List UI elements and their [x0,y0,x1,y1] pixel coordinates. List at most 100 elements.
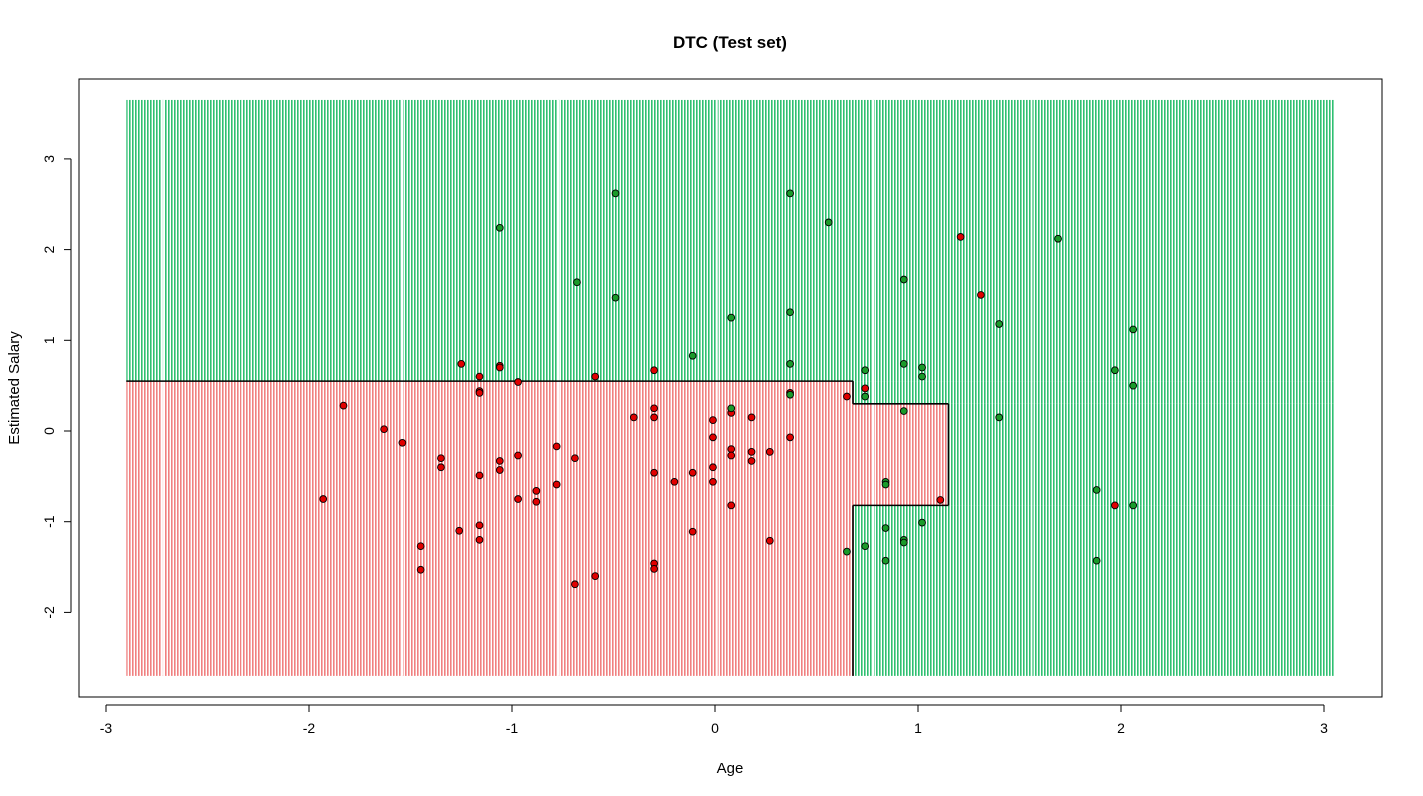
point-class-1-36 [1092,556,1101,565]
point-class-0-36 [650,413,658,422]
point-class-0-57 [861,384,870,393]
point-class-0-23 [514,495,522,503]
point-class-1-28 [995,320,1004,328]
point-class-0-51 [727,501,736,510]
point-class-0-18 [552,442,561,451]
point-class-1-8 [688,351,697,360]
chart-title: DTC (Test set) [673,33,787,52]
point-class-0-17 [514,451,522,460]
point-class-0-48 [670,477,679,486]
region-class-1-2 [126,99,1335,382]
point-class-0-16 [475,471,484,480]
point-class-0-49 [709,463,717,472]
point-class-0-40 [727,451,736,460]
point-class-0-56 [843,392,851,401]
point-class-0-3 [475,372,484,381]
point-class-1-26 [843,547,851,556]
point-class-0-21 [532,487,541,495]
point-class-1-15 [918,363,926,372]
y-tick-label-1: -1 [41,515,57,528]
axes: -3 -2 -1 0 1 2 3 -2 -1 0 1 2 3 [41,155,1328,736]
point-class-0-6 [475,389,484,397]
y-tick-label-4: 2 [41,245,57,253]
point-class-1-34 [1092,486,1101,494]
x-tick-label-1: -2 [303,720,316,736]
plot-frame [78,78,1383,698]
point-class-0-35 [650,404,658,413]
point-class-0-12 [437,454,445,463]
data-points [319,189,1138,589]
y-axis-label: Estimated Salary [6,331,23,445]
point-class-0-47 [688,468,697,477]
decision-region-layer [126,99,1335,676]
region-class-1-5 [853,505,1335,676]
point-class-1-21 [881,524,890,532]
point-class-1-22 [918,518,926,527]
point-class-0-54 [786,433,794,442]
point-class-1-5 [611,293,620,302]
point-class-0-30 [571,580,579,589]
point-class-0-25 [455,526,464,535]
point-class-0-61 [1111,501,1119,510]
point-class-0-58 [936,496,945,504]
point-class-0-29 [416,565,425,574]
point-class-1-4 [573,278,581,287]
x-tick-label-3: 0 [711,720,719,736]
point-class-0-34 [629,413,638,422]
point-class-1-3 [824,218,833,227]
point-class-1-24 [899,538,908,547]
point-class-1-31 [1111,366,1119,375]
x-tick-label-0: -3 [100,720,113,736]
point-class-0-52 [688,527,697,536]
point-class-1-10 [786,390,794,399]
region-class-0-1 [853,403,949,506]
y-tick-label-0: -2 [41,606,57,619]
point-class-1-32 [1129,325,1138,334]
y-tick-label-2: 0 [41,427,57,435]
point-class-1-0 [495,223,504,232]
point-class-0-37 [709,416,717,424]
point-class-0-2 [457,360,466,368]
point-class-1-27 [881,556,890,565]
point-class-1-20 [881,480,890,489]
point-class-0-19 [571,454,579,463]
x-axis-label: Age [717,760,744,777]
region-class-1-4 [948,403,1335,506]
point-class-0-1 [495,363,504,372]
point-class-1-13 [861,392,870,401]
point-class-0-43 [765,448,774,456]
point-class-1-7 [786,308,794,317]
point-class-0-9 [339,401,348,410]
point-class-1-30 [1054,234,1062,243]
point-class-0-20 [552,480,561,489]
point-class-0-41 [747,448,756,456]
point-class-0-24 [319,495,328,503]
point-class-0-11 [398,438,407,447]
point-class-0-38 [709,433,717,442]
point-class-1-25 [861,542,870,551]
point-class-1-14 [899,360,908,368]
point-class-0-60 [977,291,985,299]
point-class-1-6 [727,313,736,322]
point-class-1-35 [1129,501,1138,510]
point-class-1-16 [918,372,926,381]
region-class-0-0 [126,381,854,676]
point-class-1-9 [786,360,794,368]
point-class-1-33 [1129,381,1138,390]
point-class-0-4 [514,378,522,386]
x-tick-label-5: 2 [1117,720,1125,736]
point-class-0-13 [437,463,445,472]
point-class-0-39 [727,445,736,453]
point-class-0-42 [747,457,756,465]
point-class-0-26 [475,521,484,530]
point-class-0-33 [650,565,658,573]
point-class-0-22 [532,497,541,506]
point-class-1-18 [899,407,908,415]
x-tick-label-6: 3 [1320,720,1328,736]
point-class-0-50 [709,477,717,486]
point-class-0-7 [591,372,600,381]
point-class-1-12 [861,366,870,375]
x-tick-label-2: -1 [506,720,519,736]
point-class-0-59 [956,233,965,241]
